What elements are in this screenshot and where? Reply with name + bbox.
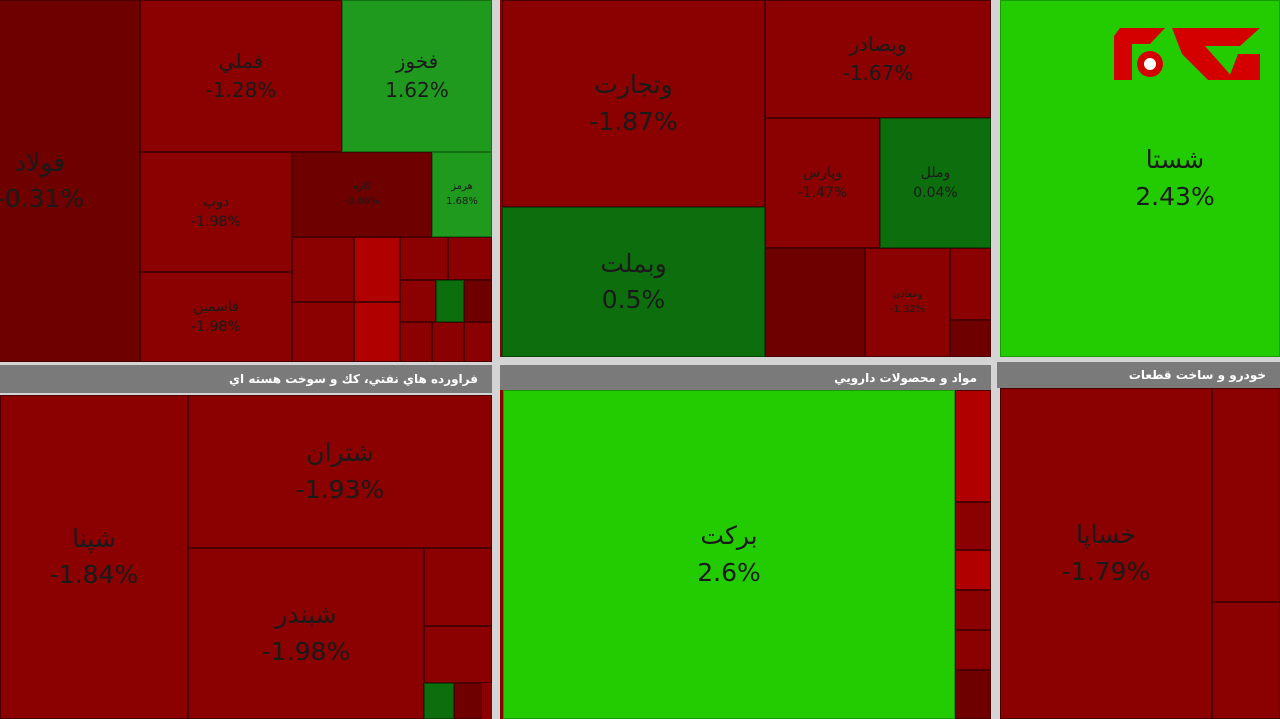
tile: فملي -1.28% — [140, 0, 342, 152]
tile — [424, 548, 492, 626]
tile-label: فاسمين — [193, 298, 239, 315]
panel-title: مواد و محصولات دارويي — [834, 370, 977, 385]
tile — [448, 237, 492, 280]
tile — [424, 626, 492, 683]
tile: وپارس -1.47% — [765, 118, 880, 248]
tile — [464, 280, 492, 322]
sector-panel: شپنا -1.84% شتران -1.93% شبندر -1.98% — [0, 395, 492, 719]
sector-panel: بركت 2.6% — [500, 390, 991, 719]
tile — [354, 302, 400, 362]
tile-change: -1.84% — [49, 560, 139, 589]
tile-label: شپنا — [72, 523, 116, 553]
tile-label: هرمز — [451, 181, 473, 192]
sector-panel: شستا 2.43% — [1000, 0, 1280, 357]
tile-label: وپارس — [803, 164, 842, 181]
tile: خساپا -1.79% — [1000, 388, 1212, 719]
tile-label: فخوز — [395, 49, 439, 73]
tile — [955, 670, 991, 719]
tile — [400, 237, 448, 280]
tile-change: 1.62% — [385, 78, 449, 102]
tile — [464, 322, 492, 362]
tile-change: -0.31% — [0, 184, 85, 213]
tile — [955, 590, 991, 630]
tile: وملل 0.04% — [880, 118, 991, 248]
tile — [436, 280, 464, 322]
tile: فولاد -0.31% — [0, 0, 140, 362]
logo — [1114, 28, 1260, 80]
tile-change: -1.98% — [261, 636, 351, 666]
tile — [1212, 602, 1280, 719]
sector-panel: وتجارت -1.87% وبصادر -1.67% وپارس -1.47% وم… — [500, 0, 991, 357]
tile: شپنا -1.84% — [0, 395, 188, 719]
tile-label: فملي — [218, 49, 264, 73]
tile — [354, 237, 400, 302]
tile-change: 0.5% — [601, 285, 666, 314]
tile: ومعادن -1.32% — [865, 248, 950, 357]
tile: بركت 2.6% — [503, 390, 955, 719]
tile-change: -1.87% — [589, 106, 678, 136]
tile-change: -1.28% — [205, 78, 277, 102]
tile-label: شستا — [1145, 145, 1205, 175]
tile — [950, 248, 991, 320]
tile — [955, 550, 991, 590]
tile-label: وبصادر — [849, 32, 907, 56]
tile — [1212, 388, 1280, 602]
tile-label: بركت — [700, 521, 758, 551]
panel-header: فراورده هاي نفتي، كك و سوخت هسته اي — [0, 365, 492, 393]
tile: دوپ -1.98% — [140, 152, 292, 272]
tile — [292, 237, 354, 302]
tile-label: وملل — [920, 164, 951, 181]
tile: وبصادر -1.67% — [765, 0, 991, 118]
sector-panel: خساپا -1.79% — [1000, 388, 1280, 719]
tile-label: شبندر — [275, 600, 337, 630]
tile-label: ومعادن — [892, 289, 923, 300]
tile: شتران -1.93% — [188, 395, 492, 548]
tile: كاوه -0.06% — [292, 152, 432, 237]
tile — [400, 322, 432, 362]
panel-title: خودرو و ساخت قطعات — [1128, 368, 1266, 382]
tile-change: 2.6% — [697, 557, 761, 587]
panel-header: مواد و محصولات دارويي — [500, 365, 991, 390]
tile-change: -1.67% — [842, 61, 914, 85]
tile-change: -1.98% — [191, 214, 241, 230]
tile — [424, 683, 454, 719]
tile — [950, 320, 991, 357]
tile-change: -1.79% — [1061, 556, 1151, 586]
tile — [955, 502, 991, 550]
tile: هرمز 1.68% — [432, 152, 492, 237]
tile-label: كاوه — [353, 181, 371, 192]
tile-label: فولاد — [14, 147, 66, 177]
tile: وبملت 0.5% — [502, 207, 765, 357]
tile-change: 1.68% — [446, 195, 478, 207]
tile-change: -0.06% — [344, 195, 380, 207]
tile: فاسمين -1.98% — [140, 272, 292, 362]
tile — [400, 280, 436, 322]
tile-label: شتران — [306, 438, 374, 468]
tile — [454, 683, 482, 719]
tile — [432, 322, 464, 362]
tile-change: -1.32% — [889, 303, 926, 315]
panel-header: خودرو و ساخت قطعات — [997, 362, 1280, 388]
tile — [292, 302, 354, 362]
tile: وتجارت -1.87% — [502, 0, 765, 207]
tile-change: 2.43% — [1135, 181, 1215, 211]
sector-panel: فولاد -0.31% فملي -1.28% فخوز 1.62% دوپ -1.9… — [0, 0, 492, 362]
tile-label: وتجارت — [594, 70, 673, 100]
tile-label: وبملت — [600, 248, 667, 278]
tile — [955, 390, 991, 502]
tile — [955, 630, 991, 670]
tile — [765, 248, 865, 357]
tile: شبندر -1.98% — [188, 548, 424, 719]
tile-change: -1.93% — [295, 474, 385, 504]
tile: فخوز 1.62% — [342, 0, 492, 152]
tile-label: دوپ — [202, 193, 230, 210]
tile-change: -1.47% — [797, 185, 848, 201]
tile-label: خساپا — [1076, 520, 1136, 550]
tile-change: -1.98% — [191, 319, 241, 335]
tile-change: 0.04% — [913, 185, 958, 201]
panel-title: فراورده هاي نفتي، كك و سوخت هسته اي — [229, 372, 478, 386]
